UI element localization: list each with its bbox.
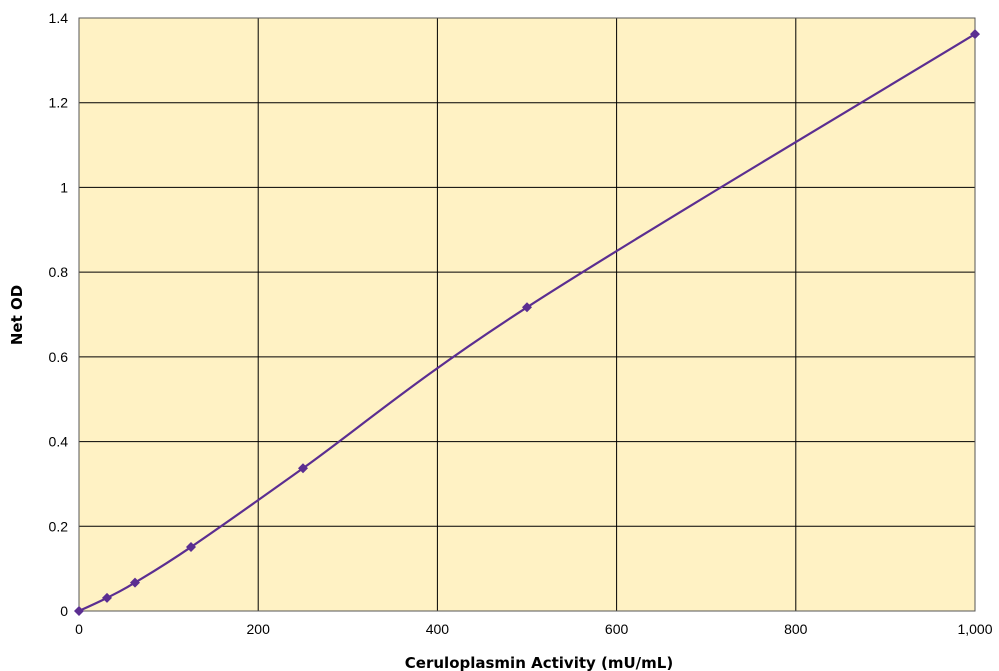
x-tick-label: 800 <box>784 621 808 637</box>
y-tick-label: 1.4 <box>49 10 69 26</box>
data-point <box>102 592 112 603</box>
data-point <box>130 577 140 588</box>
y-tick-labels: 0 0.2 0.4 0.6 0.8 1 1.2 1.4 <box>49 10 69 619</box>
x-tick-labels: 0 200 400 600 800 1,000 <box>75 621 993 637</box>
y-tick-label: 1 <box>60 179 68 195</box>
y-tick-label: 0 <box>60 603 68 619</box>
x-tick-label: 200 <box>247 621 271 637</box>
x-tick-label: 400 <box>426 621 450 637</box>
data-point <box>522 302 532 313</box>
plot-area <box>79 18 975 611</box>
data-point <box>186 542 196 553</box>
x-tick-label: 1,000 <box>957 621 992 637</box>
y-tick-label: 0.8 <box>49 264 69 280</box>
x-tick-label: 0 <box>75 621 83 637</box>
y-axis-title: Net OD <box>8 285 26 345</box>
y-tick-label: 0.4 <box>49 434 69 450</box>
y-tick-label: 0.6 <box>49 349 69 365</box>
data-point <box>970 29 980 40</box>
plot-border <box>78 17 976 612</box>
y-tick-label: 0.2 <box>49 518 69 534</box>
data-point <box>298 463 308 474</box>
data-point <box>74 606 84 616</box>
x-axis-title: Ceruloplasmin Activity (mU/mL) <box>405 654 673 671</box>
data-markers <box>74 29 980 616</box>
gridlines <box>79 18 975 611</box>
y-tick-label: 1.2 <box>49 95 69 111</box>
x-tick-label: 600 <box>605 621 629 637</box>
